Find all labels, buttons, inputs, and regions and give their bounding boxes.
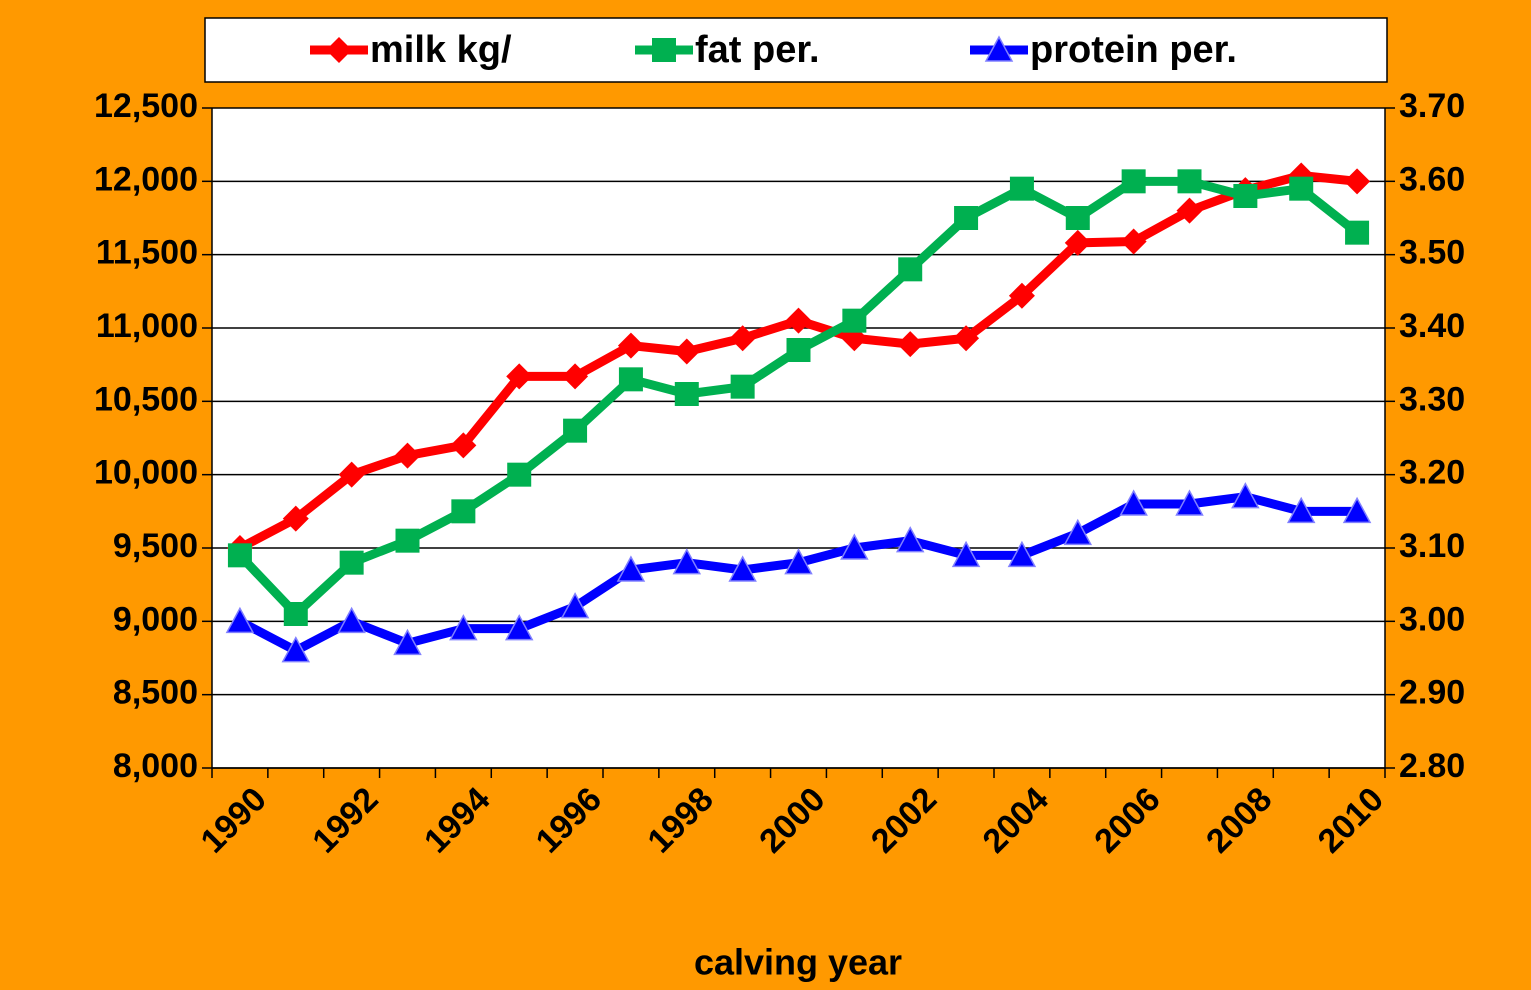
data-point [954, 206, 979, 230]
data-point [618, 367, 643, 392]
data-point [283, 602, 308, 626]
data-point [394, 442, 421, 469]
data-point [504, 614, 534, 641]
data-point [563, 418, 588, 443]
data-point [1063, 518, 1093, 546]
y2-tick-label: 3.70 [1399, 87, 1465, 125]
data-point [227, 543, 252, 568]
data-point [395, 528, 420, 553]
data-point [562, 363, 589, 390]
data-point [339, 550, 364, 575]
y-tick-label: 12,500 [94, 87, 198, 125]
data-point [673, 338, 700, 365]
y-tick-label: 8,500 [113, 674, 198, 712]
data-point [728, 555, 757, 582]
data-point [560, 592, 590, 619]
legend-label: fat per. [695, 29, 820, 71]
data-point [1231, 482, 1260, 509]
data-point [225, 606, 255, 634]
data-point [951, 540, 981, 568]
data-point [1009, 176, 1034, 201]
y2-tick-label: 3.40 [1399, 307, 1465, 345]
data-point [451, 499, 476, 524]
legend-marker [652, 38, 676, 62]
data-point [507, 462, 532, 487]
y-tick-label: 10,000 [94, 454, 198, 492]
data-point [281, 636, 311, 663]
y2-tick-label: 3.30 [1399, 380, 1465, 418]
data-point [784, 548, 813, 575]
y2-tick-label: 2.90 [1399, 674, 1465, 712]
y-tick-label: 10,500 [94, 380, 198, 418]
y-tick-label: 12,000 [94, 160, 198, 198]
y2-tick-label: 3.50 [1399, 234, 1465, 272]
data-point [1345, 220, 1370, 245]
data-point [953, 325, 980, 352]
data-point [842, 308, 867, 333]
data-point [730, 374, 755, 399]
data-point [672, 548, 702, 575]
data-point [282, 505, 309, 532]
data-point [786, 338, 811, 362]
data-point [1344, 168, 1371, 195]
data-point [674, 382, 699, 406]
y2-tick-label: 3.60 [1399, 160, 1465, 198]
data-point [450, 432, 477, 459]
data-point [1065, 206, 1090, 230]
data-point [1119, 489, 1148, 516]
data-point [617, 332, 644, 359]
data-point [506, 363, 533, 390]
data-point [1177, 169, 1202, 194]
y-tick-label: 11,500 [96, 234, 198, 272]
y-tick-label: 9,500 [113, 527, 198, 565]
data-point [1176, 197, 1203, 224]
data-point [1289, 176, 1314, 201]
data-point [1342, 496, 1372, 524]
y-tick-label: 11,000 [96, 307, 198, 345]
data-point [840, 533, 869, 560]
data-point [1008, 282, 1035, 309]
x-axis-label: calving year [694, 942, 902, 983]
data-point [449, 614, 478, 641]
legend-marker [326, 37, 352, 63]
data-point [898, 257, 923, 282]
y2-tick-label: 3.00 [1399, 600, 1465, 638]
y2-tick-label: 2.80 [1399, 747, 1465, 785]
data-point [1120, 228, 1147, 255]
data-point [729, 325, 756, 352]
data-point [785, 307, 812, 334]
data-point [1286, 496, 1316, 524]
data-point [616, 555, 646, 582]
legend-box [204, 17, 1388, 83]
legend-label: milk kg/ [370, 29, 512, 71]
data-point [1175, 489, 1204, 516]
data-point [1007, 540, 1037, 568]
y2-tick-label: 3.10 [1399, 527, 1465, 565]
data-point [1121, 169, 1146, 194]
y2-tick-label: 3.20 [1399, 454, 1465, 492]
y-tick-label: 9,000 [113, 600, 198, 638]
y-tick-label: 8,000 [113, 747, 198, 785]
data-point [1064, 229, 1091, 256]
data-point [337, 606, 366, 634]
data-point [338, 461, 365, 488]
legend-label: protein per. [1030, 29, 1237, 71]
data-point [393, 628, 422, 656]
data-point [895, 526, 925, 553]
data-point [897, 331, 924, 358]
data-point [1233, 184, 1258, 208]
legend-marker [984, 35, 1014, 62]
